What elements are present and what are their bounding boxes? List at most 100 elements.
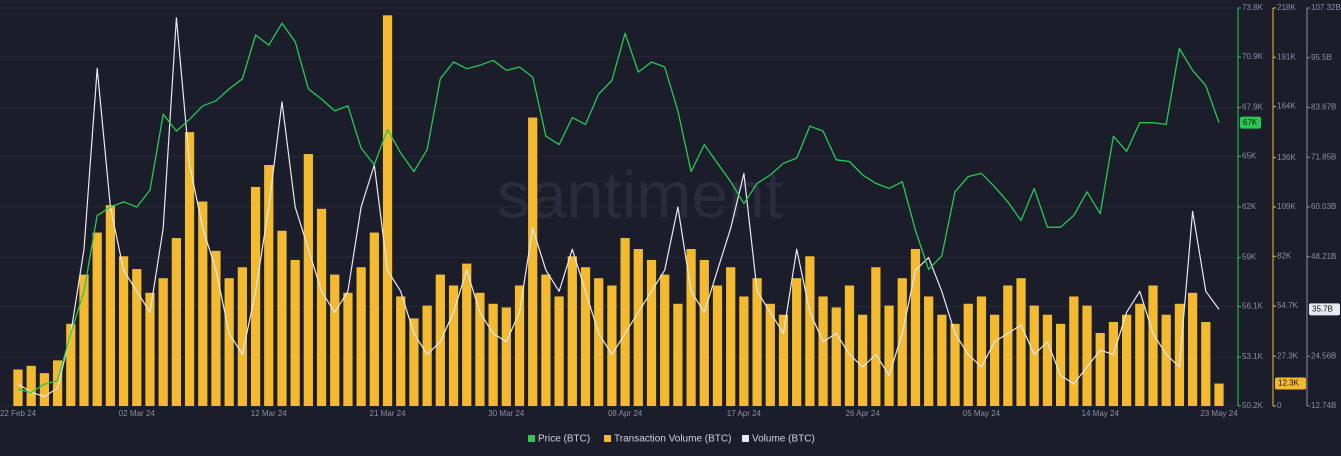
- bar: [1095, 332, 1105, 406]
- bar: [1108, 322, 1119, 406]
- line: [17, 17, 1220, 398]
- bar: [1135, 303, 1145, 406]
- watermark: santiment: [497, 157, 783, 231]
- y-tick-label: 27.3K: [1277, 351, 1299, 360]
- y-tick-label: 56.1K: [1242, 302, 1264, 311]
- y-tick-label: 24.56B: [1311, 351, 1336, 360]
- bar: [105, 205, 116, 406]
- y-tick-label: 65K: [1242, 152, 1257, 161]
- bar: [250, 186, 261, 406]
- y-tick-label: 70.9K: [1242, 52, 1264, 61]
- legend-label: Price (BTC): [538, 434, 590, 445]
- bar: [475, 292, 485, 406]
- bar: [858, 314, 868, 406]
- y-tick-label: 12.74B: [1311, 401, 1336, 410]
- bar: [1003, 285, 1013, 406]
- legend-label: Volume (BTC): [752, 434, 815, 445]
- y-tick-label: 218K: [1277, 3, 1296, 12]
- last-value-label: 35.7B: [1312, 304, 1333, 313]
- bar: [303, 154, 313, 406]
- x-tick-label: 17 Apr 24: [727, 409, 762, 418]
- x-tick-label: 21 Mar 24: [370, 409, 407, 418]
- bar: [396, 296, 406, 406]
- bar: [871, 267, 881, 406]
- bar: [752, 278, 762, 406]
- x-tick-label: 23 May 24: [1200, 409, 1238, 418]
- bar: [765, 303, 775, 406]
- bar: [1029, 305, 1039, 406]
- legend-swatch: [742, 435, 749, 442]
- bar: [990, 314, 1000, 406]
- bar: [1148, 285, 1158, 406]
- y-tick-label: 82K: [1277, 251, 1292, 260]
- bar: [1056, 323, 1066, 406]
- bar: [316, 208, 327, 406]
- x-tick-label: 08 Apr 24: [608, 409, 643, 418]
- bar: [1174, 303, 1185, 406]
- x-tick-label: 30 Mar 24: [488, 409, 525, 418]
- y-tick-label: 95.5B: [1311, 53, 1332, 62]
- bar: [514, 285, 525, 406]
- x-tick-label: 22 Feb 24: [0, 409, 37, 418]
- bar: [462, 263, 472, 406]
- bar: [448, 285, 459, 406]
- bar: [831, 307, 841, 406]
- x-tick-label: 02 Mar 24: [119, 409, 156, 418]
- y-tick-label: 60.03B: [1311, 202, 1336, 211]
- bar: [1121, 314, 1132, 406]
- bar: [145, 292, 155, 406]
- bar: [580, 267, 591, 406]
- bar: [541, 274, 551, 406]
- y-tick-label: 83.67B: [1311, 103, 1336, 112]
- bar: [356, 267, 366, 406]
- bar: [844, 285, 855, 406]
- bar: [132, 269, 142, 406]
- bar: [1082, 305, 1092, 406]
- bar: [1069, 296, 1079, 406]
- bar: [792, 278, 802, 406]
- y-tick-label: 71.85B: [1311, 152, 1336, 161]
- y-tick-label: 136K: [1277, 153, 1296, 162]
- bar: [594, 278, 604, 406]
- y-tick-label: 48.21B: [1311, 252, 1336, 261]
- bar: [1214, 383, 1224, 406]
- legend-swatch: [604, 435, 611, 442]
- bar: [422, 305, 432, 406]
- x-tick-label: 14 May 24: [1082, 409, 1120, 418]
- bar: [501, 307, 511, 406]
- bar: [264, 165, 274, 406]
- bar: [924, 296, 934, 406]
- y-tick-label: 191K: [1277, 52, 1296, 61]
- last-value-badge: [1275, 377, 1306, 390]
- last-value-badge: [1240, 116, 1261, 129]
- bar: [488, 303, 498, 406]
- bar: [92, 232, 102, 406]
- last-value-label: 12.3K: [1278, 379, 1300, 388]
- x-tick-label: 26 Apr 24: [846, 409, 881, 418]
- bar: [79, 274, 89, 406]
- bar: [158, 278, 168, 406]
- bar: [567, 256, 577, 406]
- bar: [897, 278, 907, 406]
- y-tick-label: 53.1K: [1242, 352, 1264, 361]
- bar: [369, 232, 379, 406]
- bar: [237, 267, 247, 406]
- bar: [646, 259, 657, 406]
- bar: [409, 318, 419, 406]
- bar: [910, 248, 921, 406]
- bar: [937, 314, 947, 406]
- bar: [26, 365, 36, 406]
- bar: [660, 274, 670, 406]
- bar: [382, 15, 393, 406]
- x-tick-label: 05 May 24: [963, 409, 1001, 418]
- bar: [198, 201, 208, 406]
- bar: [66, 323, 76, 406]
- bar: [1161, 314, 1171, 406]
- y-tick-label: 164K: [1277, 102, 1296, 111]
- bar: [171, 238, 181, 406]
- legend-swatch: [528, 435, 535, 442]
- last-value-label: 67K: [1243, 118, 1258, 127]
- legend-label: Transaction Volume (BTC): [614, 434, 731, 445]
- bar: [118, 256, 129, 406]
